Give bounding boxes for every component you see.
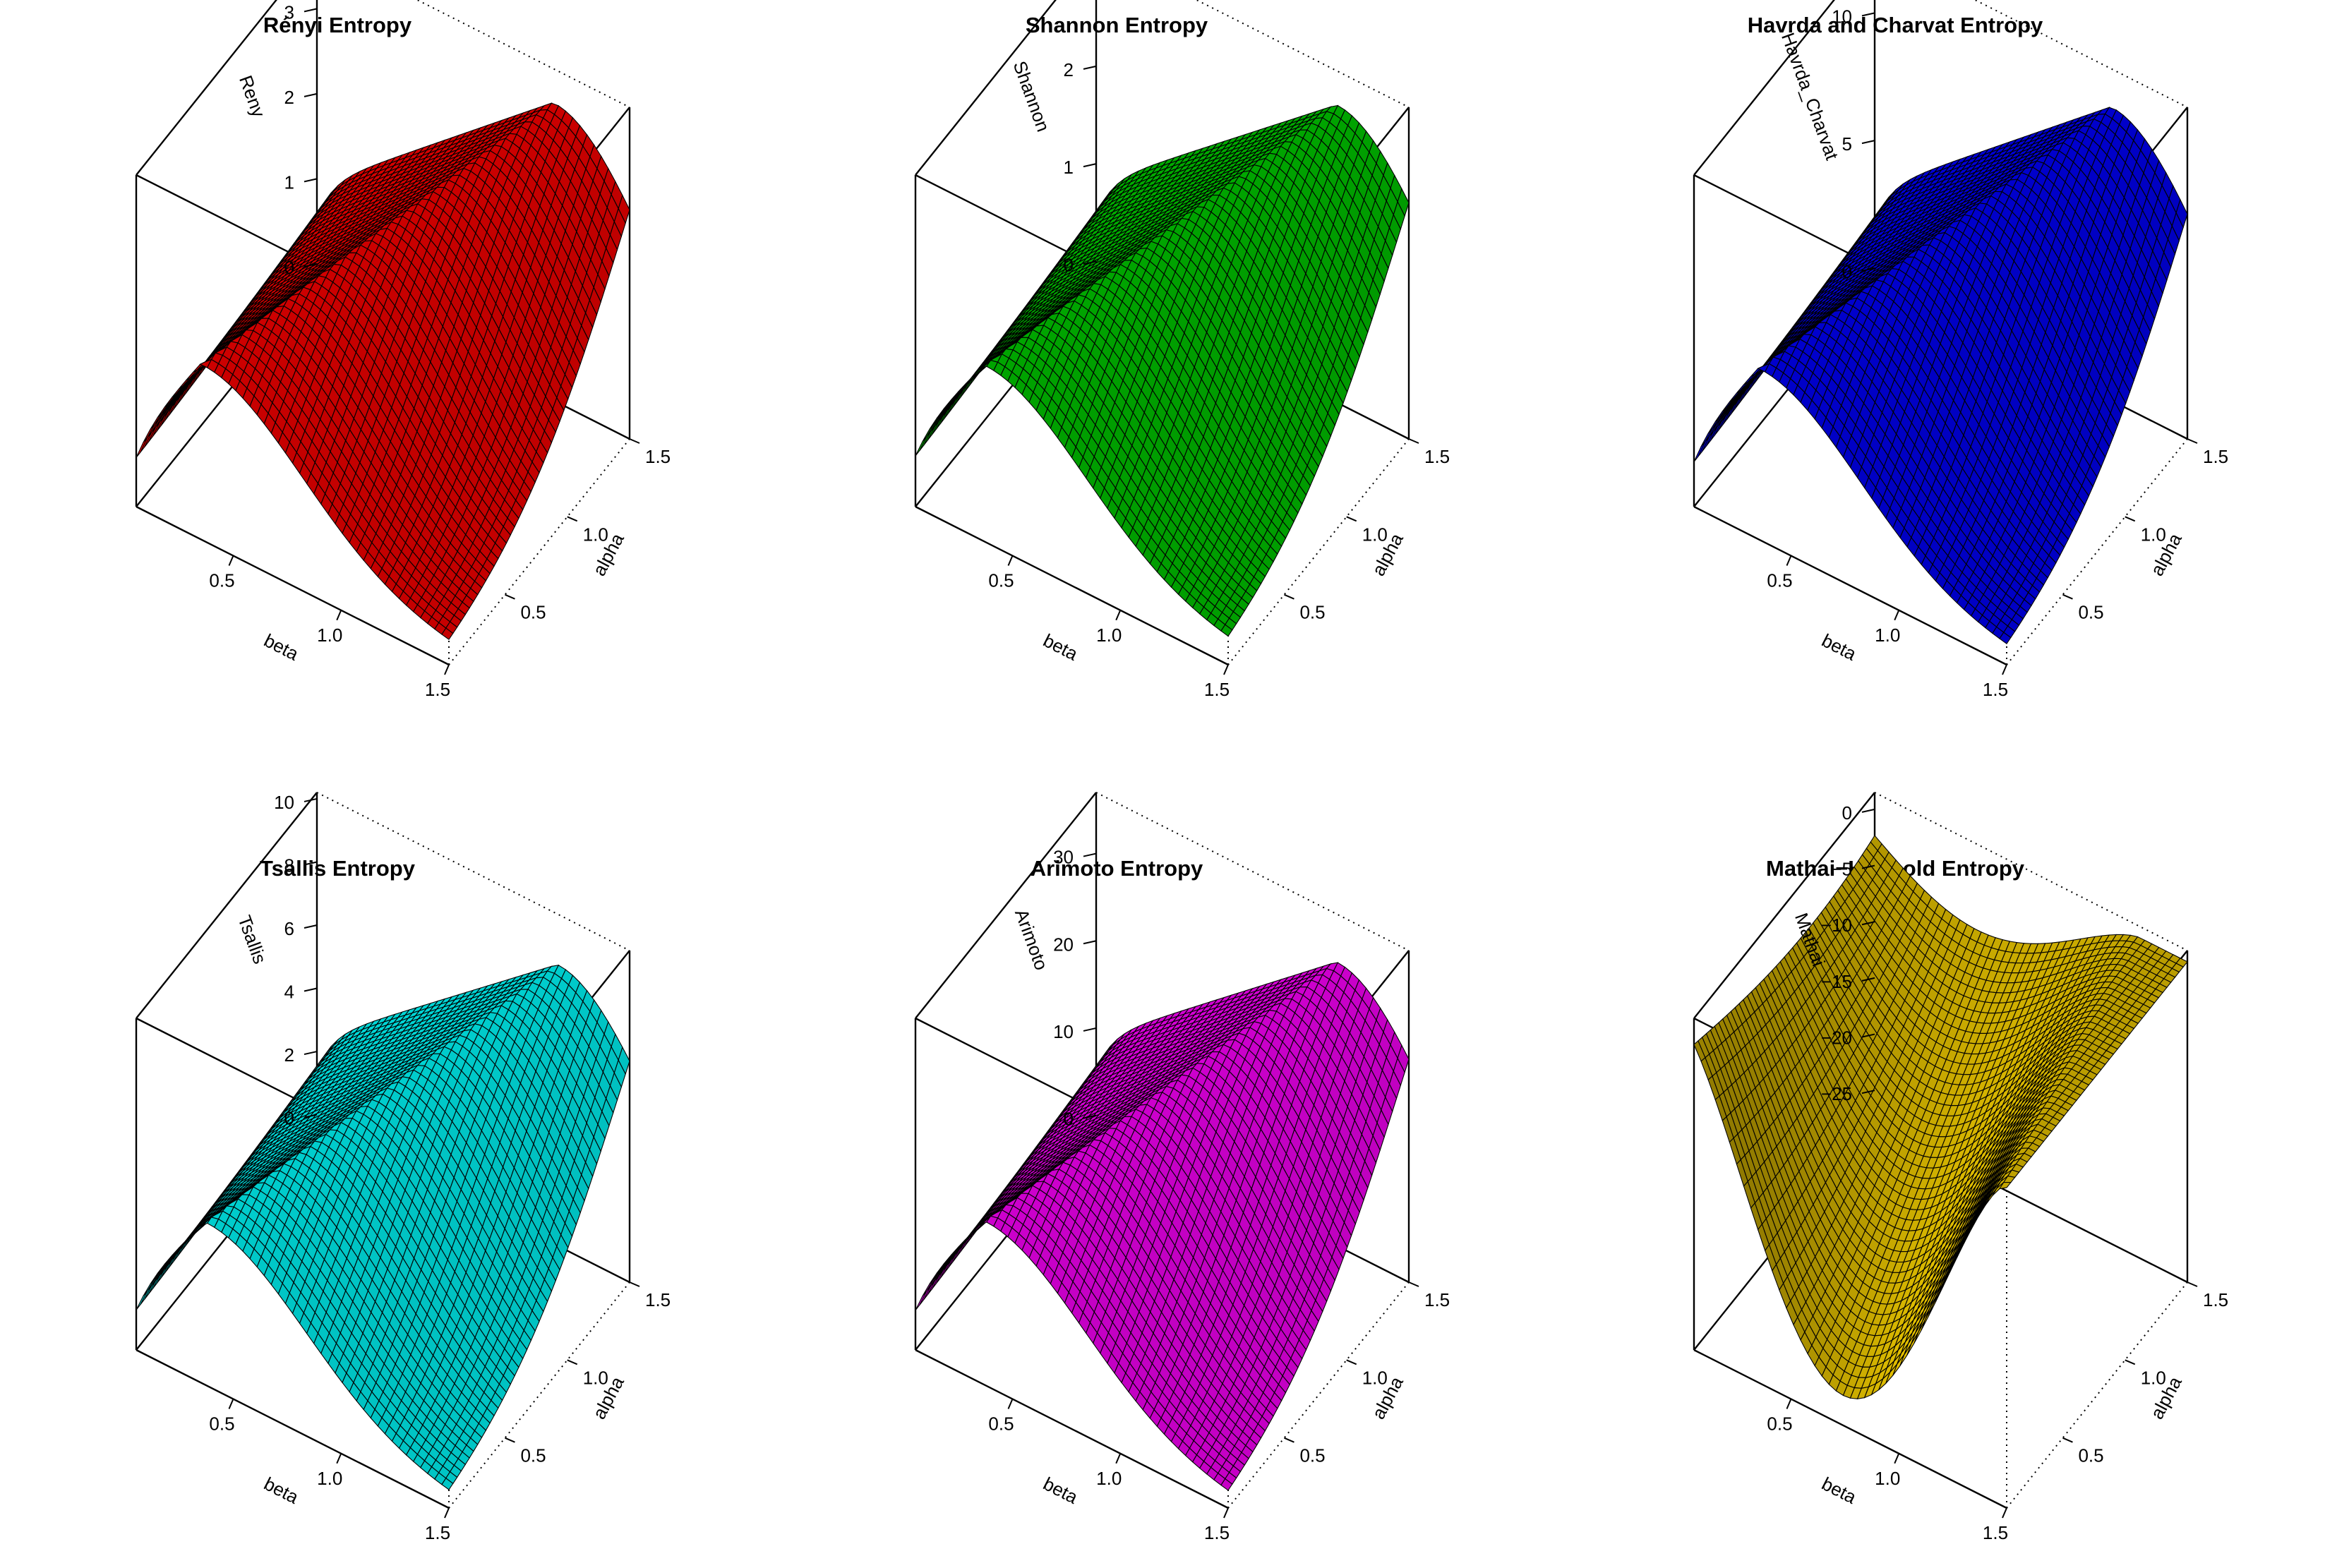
z-tick-label: 2: [1064, 59, 1074, 80]
z-tick-label: 2: [284, 87, 294, 108]
x-tick-label: 0.5: [988, 570, 1014, 591]
z-tick-label: 1: [284, 171, 294, 193]
x-tick: [1007, 555, 1014, 566]
x-tick-label: 1.0: [317, 625, 342, 646]
z-tick-label: 1: [1064, 157, 1074, 178]
z-axis-label: Shannon: [1009, 58, 1055, 134]
box-edge-hidden: [416, 0, 630, 108]
z-axis-label: Reny: [235, 73, 270, 120]
z-tick-label: 0: [1064, 254, 1074, 275]
x-tick: [1115, 610, 1122, 621]
surface-facet: [915, 436, 927, 457]
surface-facet: [136, 437, 148, 458]
x-tick-label: 1.5: [1204, 679, 1230, 700]
chart-panel-1: Rényi Entropy0123Reny0.51.01.5beta0.51.0…: [135, 0, 671, 700]
x-tick: [228, 555, 234, 566]
y-tick: [629, 438, 640, 444]
surface-mesh: [136, 102, 630, 640]
chart-panel-3: Havrda and Charvat Entropy0510Havrda_Cha…: [1693, 0, 2228, 700]
y-tick: [505, 593, 515, 600]
x-axis-label: beta: [1040, 629, 1081, 665]
surface-mesh: [1693, 107, 2188, 644]
y-tick-label: 1.5: [645, 446, 671, 467]
chart-panel-2: Shannon Entropy0123Shannon0.51.01.5beta0…: [914, 0, 1450, 700]
y-tick: [1408, 438, 1419, 444]
z-tick-label: 0: [284, 257, 294, 278]
z-tick: [304, 8, 318, 13]
z-tick: [1083, 65, 1097, 70]
y-tick-label: 1.5: [1424, 446, 1450, 467]
surface-mesh: [915, 104, 1410, 637]
chart-title: Rényi Entropy: [263, 13, 412, 37]
y-tick: [1284, 593, 1294, 600]
z-tick: [304, 92, 318, 97]
z-tick-label: 3: [284, 1, 294, 23]
z-tick: [1083, 163, 1097, 168]
z-tick: [304, 178, 318, 183]
box-edge: [136, 0, 277, 176]
y-tick-label: 0.5: [1299, 602, 1325, 623]
x-tick: [444, 664, 450, 675]
x-tick-label: 1.0: [1096, 625, 1122, 646]
y-tick: [567, 516, 578, 522]
x-tick: [336, 610, 342, 621]
x-tick: [1223, 664, 1229, 675]
x-axis-label: beta: [260, 629, 302, 665]
x-tick-label: 1.5: [425, 679, 450, 700]
box-edge: [136, 505, 450, 666]
x-tick-label: 0.5: [209, 570, 234, 591]
chart-title: Shannon Entropy: [1026, 13, 1208, 37]
y-tick-label: 0.5: [520, 602, 546, 623]
y-tick: [1346, 516, 1357, 522]
